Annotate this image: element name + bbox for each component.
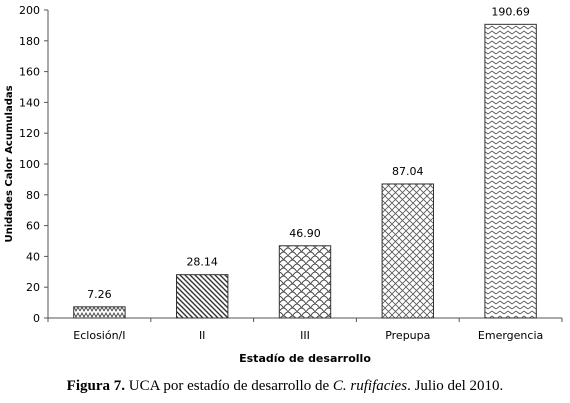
y-tick-label: 0: [33, 312, 40, 325]
caption-text-before: UCA por estadío de desarrollo de: [125, 378, 333, 394]
y-axis-title: Unidades Calor Acumuladas: [4, 85, 15, 242]
y-tick-label: 120: [19, 127, 40, 140]
bar-value-label: 28.14: [186, 256, 218, 269]
bar-value-label: 87.04: [392, 165, 424, 178]
x-axis-title: Estadío de desarrollo: [239, 352, 371, 365]
y-tick-label: 180: [19, 35, 40, 48]
bar-eclosi-n-i: [73, 306, 126, 319]
bars: 7.26 28.14 46.90 87.04 190.69: [73, 5, 537, 319]
x-tick-label: III: [300, 329, 310, 342]
x-tick-label: II: [199, 329, 206, 342]
x-tick-label: Eclosión/I: [73, 329, 125, 342]
y-tick-label: 40: [26, 250, 40, 263]
bar-chart: 0 20 40 60 80 100 120 140 160 180 200 Eclosión/I II…: [4, 4, 563, 365]
x-tick-label: Prepupa: [385, 329, 430, 342]
y-tick-label: 160: [19, 66, 40, 79]
x-tick-label: Emergencia: [478, 329, 543, 342]
y-tick-label: 80: [26, 189, 40, 202]
x-axis-ticks: Eclosión/I II III Prepupa Emergencia: [47, 318, 563, 342]
bar-value-label: 190.69: [491, 5, 530, 18]
bar-iii: [278, 245, 332, 319]
bar-value-label: 7.26: [87, 288, 112, 301]
bar-prepupa: [381, 183, 435, 319]
bar-value-label: 46.90: [289, 227, 321, 240]
figure-caption: Figura 7. UCA por estadío de desarrollo …: [0, 378, 570, 395]
y-tick-label: 200: [19, 4, 40, 17]
species-name: C. rufifacies: [332, 378, 408, 394]
y-tick-label: 20: [26, 281, 40, 294]
figure-label: Figura 7.: [66, 378, 126, 394]
bar-ii: [176, 274, 229, 319]
y-tick-label: 60: [26, 220, 40, 233]
y-axis-ticks: 0 20 40 60 80 100 120 140 160 180 200: [19, 4, 48, 325]
y-tick-label: 140: [19, 96, 40, 109]
bar-emergencia: [484, 23, 537, 319]
y-tick-label: 100: [19, 158, 40, 171]
caption-text-after: . Julio del 2010.: [407, 378, 504, 394]
